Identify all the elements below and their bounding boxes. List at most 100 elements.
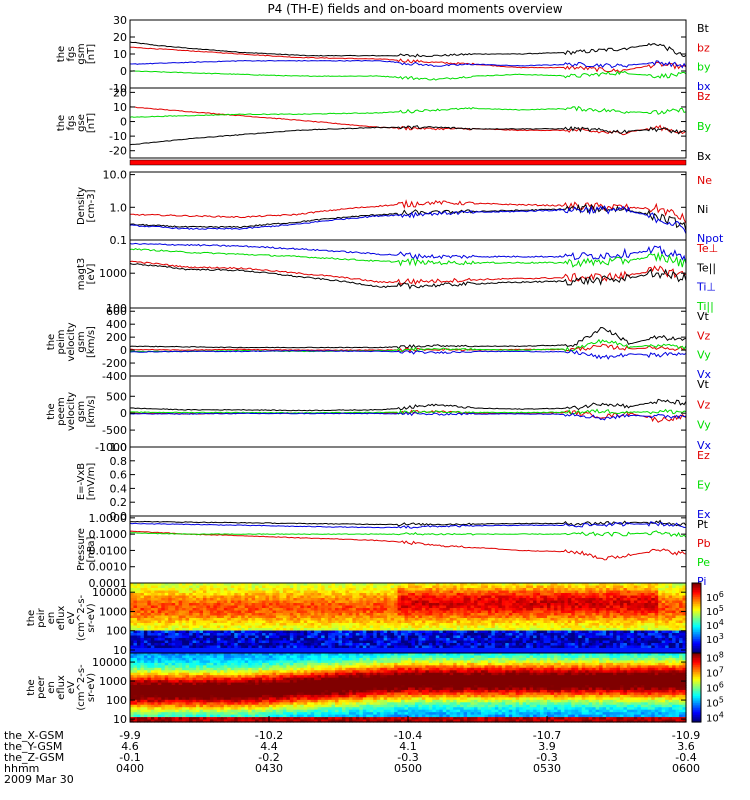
series-line-pressure-3 [129, 521, 687, 529]
colorbar-tick-label: 108 [706, 651, 724, 665]
y-tick-label: 0.0100 [89, 544, 128, 557]
y-axis-label: [nT] [86, 113, 97, 133]
x-tick-label: -9.9 [119, 729, 140, 742]
panel-frame [129, 446, 687, 517]
series-line-peem-velocity-2 [129, 408, 687, 415]
y-axis-label: E=-VxB [76, 463, 87, 500]
y-tick-label: 1.0 [110, 441, 128, 454]
panel-frame [129, 87, 687, 159]
y-tick-label: -500 [102, 424, 127, 437]
y-tick-label: 1000 [99, 606, 127, 619]
x-tick-label: -10.2 [255, 729, 283, 742]
panel-fgs-gse: -20 -100 10 20 the fgs gse [nT] Bz By Bx [56, 86, 712, 163]
y-axis-label: sr-eV) [86, 673, 97, 702]
legend-entry: Vx [697, 368, 712, 381]
series-line-pressure-2 [129, 530, 687, 538]
y-tick-label: 0.2 [110, 496, 128, 509]
y-axis-label: fgs [66, 115, 77, 130]
series-line-temperature-3 [129, 248, 687, 268]
colorbar-tick-label: 106 [706, 590, 724, 604]
y-axis-label: the [46, 403, 57, 419]
legend-entry: Vy [697, 419, 711, 432]
x-tick-label: 0430 [255, 762, 283, 775]
y-axis-label: peir [36, 607, 47, 627]
series-line-temperature-1 [129, 262, 687, 290]
y-tick-label: 20 [113, 86, 127, 99]
y-tick-label: 10 [113, 101, 127, 114]
series-line-temperature-0 [129, 260, 687, 286]
date-label: 2009 Mar 30 [4, 773, 74, 786]
series-line-peim-velocity-3 [129, 349, 687, 360]
x-tick-label: 0500 [394, 762, 422, 775]
y-axis-label: sr-eV) [86, 603, 97, 632]
y-axis-label: fgs [66, 46, 77, 61]
y-tick-label: 200 [106, 331, 127, 344]
series-line-density-0 [129, 199, 687, 224]
legend-entry: Npot [697, 232, 724, 245]
y-tick-label: 10 [113, 644, 127, 657]
y-tick-label: 100 [106, 625, 127, 638]
y-tick-label: 0.1000 [89, 528, 128, 541]
y-axis-label: peim [56, 329, 67, 354]
legend-entry: bx [697, 80, 711, 93]
legend-entry: Pt [697, 518, 709, 531]
y-axis-label: eV [66, 681, 77, 694]
legend-entry: Ey [697, 479, 711, 492]
series-line-peem-velocity-3 [130, 411, 687, 421]
legend-entry: bz [697, 41, 710, 54]
x-axis-row-label: hhmm [4, 762, 39, 775]
y-tick-label: 1.0000 [89, 512, 128, 525]
legend-entry: Ni [697, 203, 708, 216]
x-tick-label: 4.6 [121, 740, 139, 753]
series-line-density-2 [129, 205, 687, 234]
series-line-peim-velocity-0 [129, 326, 687, 350]
x-tick-label: -0.4 [675, 751, 696, 764]
y-tick-label: 0 [120, 407, 127, 420]
series-line-fgs-gse-1 [129, 105, 687, 118]
x-tick-label: -0.2 [258, 751, 279, 764]
legend-entry: Vz [697, 329, 711, 342]
series-line-pressure-1 [129, 530, 687, 561]
series-line-fgs-gsm-2 [129, 70, 687, 81]
colorbar-tick-label: 104 [706, 618, 724, 632]
y-tick-label: 0.6 [110, 469, 128, 482]
y-tick-label: 0 [120, 116, 127, 129]
y-axis-label: [nT] [86, 44, 97, 64]
panel-e-vxb: 0.00.20.40.60.81.0 E=-VxB [mV/m] Ez Ey Ex [76, 441, 711, 523]
colorbar-tick-label: 106 [706, 681, 724, 695]
legend-entry: Te|| [696, 261, 716, 274]
y-axis-label: (cm^2-s- [76, 594, 87, 641]
y-tick-label: 0 [120, 65, 127, 78]
y-axis-label: Density [76, 187, 87, 225]
y-tick-label: 10.0 [103, 169, 128, 182]
series-line-temperature-2 [129, 242, 687, 264]
panel-temperature: 100 1000 magt3 [eV] Te⊥ Te|| Ti⊥ Ti|| [76, 239, 718, 315]
y-axis-label: Pressure [76, 528, 87, 571]
series-line-fgs-gse-2 [129, 125, 687, 146]
x-tick-label: -10.9 [672, 729, 700, 742]
y-tick-label: -200 [102, 357, 127, 370]
mode-bar-frame [129, 159, 687, 166]
legend-entry: Vy [697, 349, 711, 362]
colorbar-tick-label: 104 [706, 711, 724, 725]
x-tick-label: 3.6 [677, 740, 695, 753]
y-tick-label: -400 [102, 370, 127, 383]
y-axis-label: [nPa] [86, 536, 97, 562]
y-tick-label: 1000 [99, 267, 127, 280]
y-axis-label: the [26, 679, 37, 695]
x-tick-label: 4.4 [260, 740, 278, 753]
x-tick-label: -0.3 [397, 751, 418, 764]
y-axis-label: magt3 [76, 258, 87, 291]
colorbar-tick-label: 105 [706, 604, 724, 618]
y-axis-label: eflux [56, 606, 67, 631]
y-tick-label: 400 [106, 318, 127, 331]
series-line-peim-velocity-2 [129, 338, 687, 353]
legend-entry: Bz [697, 90, 711, 103]
x-axis-row-label: the_Y-GSM [4, 740, 62, 753]
series-line-fgs-gsm-3 [129, 59, 687, 69]
y-axis-label: peem [56, 397, 67, 425]
